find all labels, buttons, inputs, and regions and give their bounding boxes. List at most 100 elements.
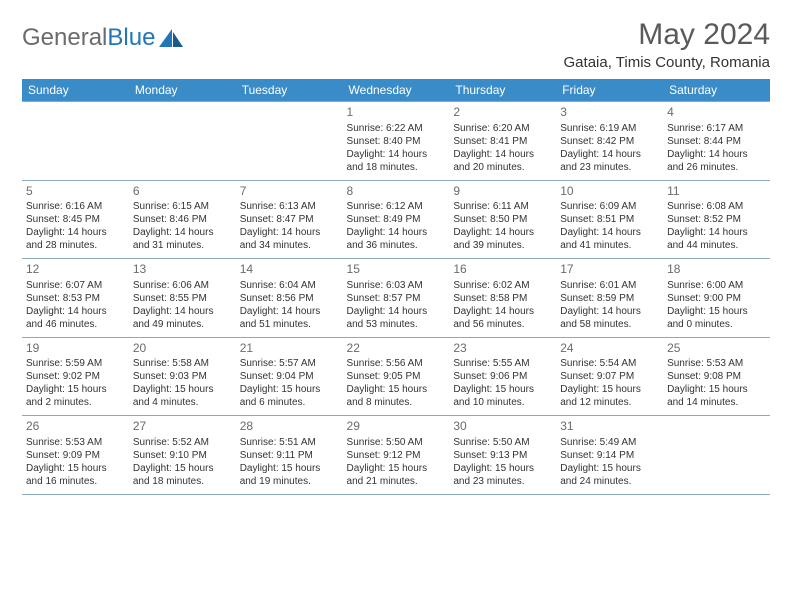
sunrise-line: Sunrise: 5:58 AM [133,357,232,370]
daylight-line: Daylight: 15 hours and 4 minutes. [133,383,232,409]
day-cell: 8Sunrise: 6:12 AMSunset: 8:49 PMDaylight… [343,180,450,259]
day-number: 8 [347,184,446,200]
sunset-line: Sunset: 8:52 PM [667,213,766,226]
daylight-line: Daylight: 15 hours and 19 minutes. [240,462,339,488]
sunrise-line: Sunrise: 6:19 AM [560,122,659,135]
sunrise-line: Sunrise: 6:07 AM [26,279,125,292]
sunrise-line: Sunrise: 6:15 AM [133,200,232,213]
sunset-line: Sunset: 8:47 PM [240,213,339,226]
day-number: 27 [133,419,232,435]
logo-part2: Blue [107,24,155,51]
sunset-line: Sunset: 9:11 PM [240,449,339,462]
sunset-line: Sunset: 8:41 PM [453,135,552,148]
daylight-line: Daylight: 14 hours and 20 minutes. [453,148,552,174]
sunrise-line: Sunrise: 6:13 AM [240,200,339,213]
day-number: 15 [347,262,446,278]
day-cell: 25Sunrise: 5:53 AMSunset: 9:08 PMDayligh… [663,337,770,416]
sunrise-line: Sunrise: 6:01 AM [560,279,659,292]
sunset-line: Sunset: 8:57 PM [347,292,446,305]
daylight-line: Daylight: 15 hours and 12 minutes. [560,383,659,409]
day-cell: 20Sunrise: 5:58 AMSunset: 9:03 PMDayligh… [129,337,236,416]
day-cell: 23Sunrise: 5:55 AMSunset: 9:06 PMDayligh… [449,337,556,416]
week-row: 12Sunrise: 6:07 AMSunset: 8:53 PMDayligh… [22,259,770,338]
day-cell: 6Sunrise: 6:15 AMSunset: 8:46 PMDaylight… [129,180,236,259]
daylight-line: Daylight: 14 hours and 28 minutes. [26,226,125,252]
day-header: Saturday [663,79,770,102]
header: GeneralBlue May 2024 Gataia, Timis Count… [22,18,770,71]
day-cell: 5Sunrise: 6:16 AMSunset: 8:45 PMDaylight… [22,180,129,259]
sunrise-line: Sunrise: 5:57 AM [240,357,339,370]
daylight-line: Daylight: 15 hours and 18 minutes. [133,462,232,488]
sunset-line: Sunset: 8:59 PM [560,292,659,305]
daylight-line: Daylight: 14 hours and 31 minutes. [133,226,232,252]
daylight-line: Daylight: 14 hours and 56 minutes. [453,305,552,331]
day-number: 26 [26,419,125,435]
sunset-line: Sunset: 9:04 PM [240,370,339,383]
day-header: Sunday [22,79,129,102]
day-cell: 1Sunrise: 6:22 AMSunset: 8:40 PMDaylight… [343,102,450,181]
sunrise-line: Sunrise: 6:16 AM [26,200,125,213]
day-header: Monday [129,79,236,102]
sunrise-line: Sunrise: 5:55 AM [453,357,552,370]
sunset-line: Sunset: 9:05 PM [347,370,446,383]
daylight-line: Daylight: 15 hours and 0 minutes. [667,305,766,331]
daylight-line: Daylight: 15 hours and 23 minutes. [453,462,552,488]
sunrise-line: Sunrise: 6:22 AM [347,122,446,135]
day-number: 20 [133,341,232,357]
sunset-line: Sunset: 9:08 PM [667,370,766,383]
logo-part1: General [22,24,107,51]
day-cell: 26Sunrise: 5:53 AMSunset: 9:09 PMDayligh… [22,416,129,495]
daylight-line: Daylight: 14 hours and 36 minutes. [347,226,446,252]
sunrise-line: Sunrise: 5:51 AM [240,436,339,449]
sunset-line: Sunset: 8:51 PM [560,213,659,226]
sunset-line: Sunset: 8:46 PM [133,213,232,226]
daylight-line: Daylight: 15 hours and 16 minutes. [26,462,125,488]
daylight-line: Daylight: 14 hours and 41 minutes. [560,226,659,252]
day-cell [663,416,770,495]
day-number: 16 [453,262,552,278]
location: Gataia, Timis County, Romania [564,54,770,71]
day-header: Friday [556,79,663,102]
daylight-line: Daylight: 14 hours and 18 minutes. [347,148,446,174]
week-row: 26Sunrise: 5:53 AMSunset: 9:09 PMDayligh… [22,416,770,495]
daylight-line: Daylight: 14 hours and 49 minutes. [133,305,232,331]
sunrise-line: Sunrise: 5:56 AM [347,357,446,370]
daylight-line: Daylight: 15 hours and 10 minutes. [453,383,552,409]
day-cell [22,102,129,181]
sunset-line: Sunset: 8:49 PM [347,213,446,226]
daylight-line: Daylight: 14 hours and 51 minutes. [240,305,339,331]
sunset-line: Sunset: 8:44 PM [667,135,766,148]
day-cell: 30Sunrise: 5:50 AMSunset: 9:13 PMDayligh… [449,416,556,495]
day-cell: 14Sunrise: 6:04 AMSunset: 8:56 PMDayligh… [236,259,343,338]
sunrise-line: Sunrise: 6:04 AM [240,279,339,292]
sunrise-line: Sunrise: 6:11 AM [453,200,552,213]
day-number: 13 [133,262,232,278]
daylight-line: Daylight: 14 hours and 53 minutes. [347,305,446,331]
sail-icon [159,29,185,47]
sunrise-line: Sunrise: 5:50 AM [453,436,552,449]
daylight-line: Daylight: 15 hours and 6 minutes. [240,383,339,409]
day-cell [236,102,343,181]
day-number: 23 [453,341,552,357]
daylight-line: Daylight: 14 hours and 58 minutes. [560,305,659,331]
daylight-line: Daylight: 14 hours and 44 minutes. [667,226,766,252]
day-number: 4 [667,105,766,121]
day-cell: 22Sunrise: 5:56 AMSunset: 9:05 PMDayligh… [343,337,450,416]
sunset-line: Sunset: 8:56 PM [240,292,339,305]
daylight-line: Daylight: 15 hours and 2 minutes. [26,383,125,409]
day-number: 29 [347,419,446,435]
day-cell: 28Sunrise: 5:51 AMSunset: 9:11 PMDayligh… [236,416,343,495]
daylight-line: Daylight: 14 hours and 46 minutes. [26,305,125,331]
day-number: 25 [667,341,766,357]
day-cell: 3Sunrise: 6:19 AMSunset: 8:42 PMDaylight… [556,102,663,181]
week-row: 19Sunrise: 5:59 AMSunset: 9:02 PMDayligh… [22,337,770,416]
daylight-line: Daylight: 14 hours and 26 minutes. [667,148,766,174]
sunrise-line: Sunrise: 5:54 AM [560,357,659,370]
sunrise-line: Sunrise: 6:09 AM [560,200,659,213]
sunset-line: Sunset: 8:45 PM [26,213,125,226]
week-row: 1Sunrise: 6:22 AMSunset: 8:40 PMDaylight… [22,102,770,181]
day-number: 6 [133,184,232,200]
day-cell: 29Sunrise: 5:50 AMSunset: 9:12 PMDayligh… [343,416,450,495]
day-number: 2 [453,105,552,121]
day-number: 22 [347,341,446,357]
